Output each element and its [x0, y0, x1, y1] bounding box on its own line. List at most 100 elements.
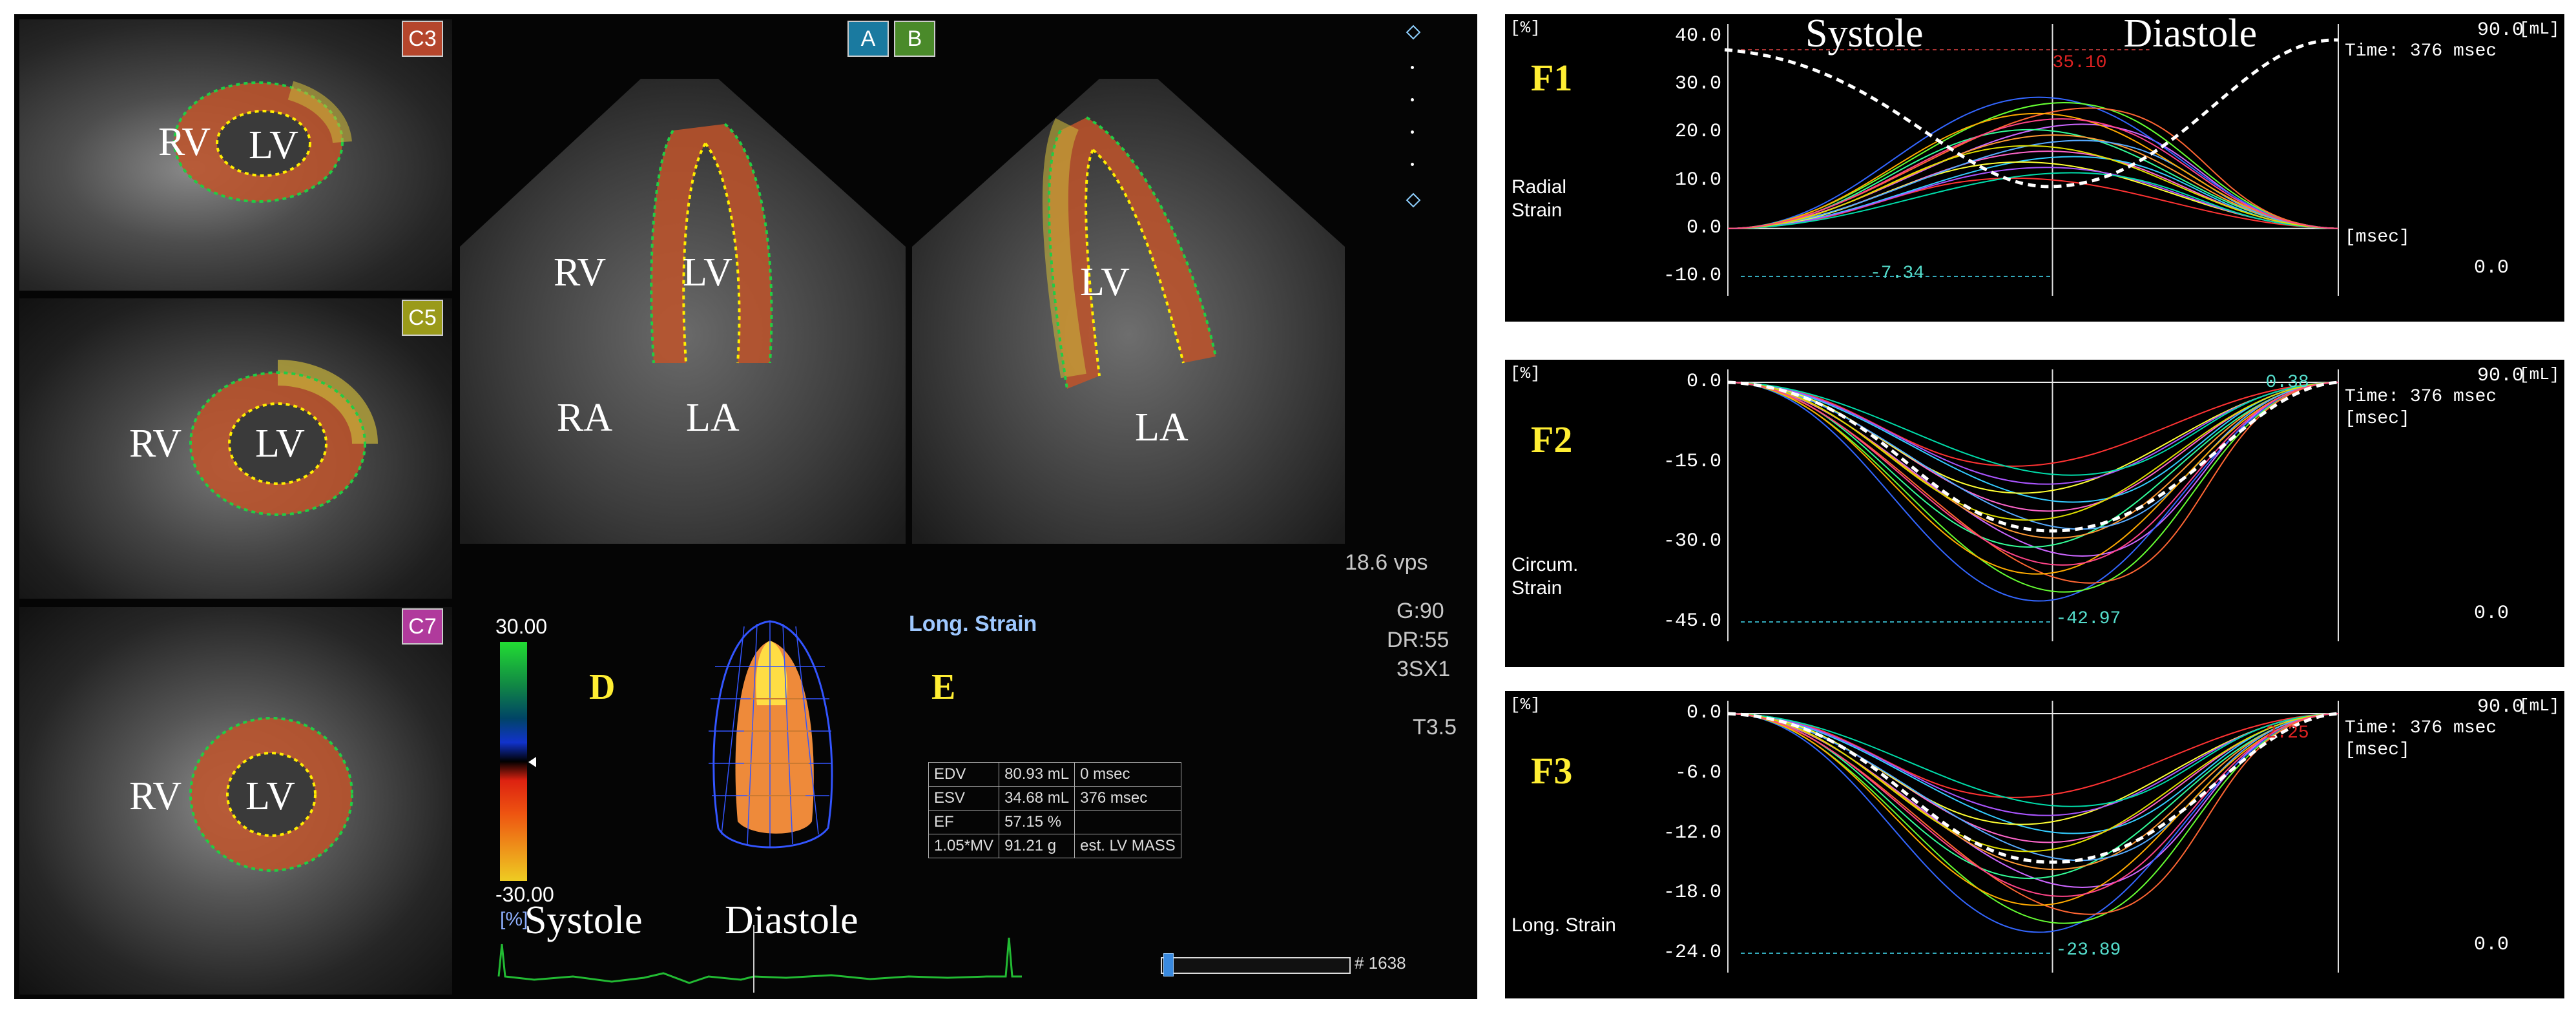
segment-strain-curve — [1727, 134, 2339, 229]
strain-type-label: Strain — [1511, 200, 1563, 221]
chart-id-label: F1 — [1531, 57, 1573, 99]
panel-d-label: D — [589, 667, 616, 707]
apical-two-chamber-view[interactable]: LV LA — [912, 53, 1345, 589]
volume-row: ESV 34.68 mL 376 msec — [928, 786, 1181, 811]
strain-chart-f1: 40.0 30.0 20.0 10.0 0.0 -10.0 [%] F1 Radial Strai… — [1505, 14, 2564, 322]
c7-rv-label: RV — [129, 774, 182, 818]
long-strain-title: Long. Strain — [909, 612, 1037, 636]
short-axis-c5-view[interactable]: RV LV — [19, 298, 452, 599]
msec-label: [msec] — [2345, 409, 2410, 429]
y-unit-label: [%] — [1510, 18, 1541, 37]
volume-row: 1.05*MV 91.21 g est. LV MASS — [928, 834, 1181, 858]
y-tick-label: -10.0 — [1663, 265, 1721, 287]
segment-strain-curve — [1727, 382, 2339, 467]
y-tick-label: -30.0 — [1663, 530, 1721, 553]
segment-strain-curve — [1727, 118, 2339, 229]
segment-strain-curve — [1727, 129, 2339, 229]
systole-chart-label: Systole — [1805, 14, 1924, 56]
ecg-waveform — [497, 925, 1022, 993]
right-bottom-value: 0.0 — [2474, 603, 2509, 625]
short-axis-c7-view[interactable]: RV LV — [19, 607, 452, 995]
echo-panel: RV LV C3 RV LV C5 RV LV C7 — [14, 14, 1477, 999]
right-bottom-value: 0.0 — [2474, 257, 2509, 279]
segment-strain-curve — [1727, 382, 2339, 548]
gain-readout: G:90 — [1397, 599, 1444, 623]
volume-cell — [1074, 810, 1181, 834]
volume-cell: 0 msec — [1074, 762, 1181, 787]
lv-3d-model[interactable] — [692, 615, 854, 860]
y-tick-label: 20.0 — [1674, 121, 1721, 143]
c5-rv-label: RV — [129, 422, 182, 466]
vps-readout: 18.6 vps — [1345, 550, 1428, 575]
apical-a-sector — [460, 79, 906, 544]
time-readout: Time: 376 msec — [2345, 718, 2497, 738]
segment-strain-curve — [1727, 382, 2339, 476]
apical-four-chamber-view[interactable]: RV LV RA LA — [460, 53, 906, 589]
segment-strain-curve — [1727, 172, 2339, 229]
c7-badge[interactable]: C7 — [402, 608, 443, 645]
strain-type-label: Long. Strain — [1511, 914, 1616, 936]
frame-number: # 1638 — [1355, 953, 1406, 973]
volume-cell: EDV — [928, 762, 1000, 787]
msec-label: [msec] — [2345, 740, 2410, 760]
apical-b-sector — [912, 79, 1345, 544]
right-top-value: 90.0 — [2477, 365, 2524, 387]
volume-cell: 376 msec — [1074, 786, 1181, 811]
volume-cell: 1.05*MV — [928, 834, 1000, 858]
b-la-label: LA — [1135, 406, 1189, 449]
low-value-label: -42.97 — [2055, 609, 2121, 629]
segment-strain-curve — [1727, 713, 2339, 871]
segment-strain-curve — [1727, 96, 2339, 229]
systole-label: Systole — [525, 898, 643, 942]
c3-lv-label: LV — [249, 123, 298, 167]
c3-myocardium-ring — [173, 81, 352, 203]
strain-chart-plot — [1727, 369, 2339, 641]
y-tick-label: 10.0 — [1674, 169, 1721, 191]
segment-strain-curve — [1727, 713, 2339, 798]
y-tick-label: -15.0 — [1663, 450, 1721, 473]
strain-chart-plot — [1724, 24, 2339, 296]
y-tick-label: 0.0 — [1686, 216, 1721, 239]
segment-strain-curve — [1727, 713, 2339, 852]
strain-chart-f2: 0.0 -15.0 -30.0 -45.0 [%] F2 Circum. Strain 90.0… — [1505, 360, 2564, 667]
volume-cell: EF — [928, 810, 1000, 834]
segment-strain-curve — [1727, 713, 2339, 807]
c5-lv-label: LV — [255, 422, 305, 466]
a-badge[interactable]: A — [847, 21, 889, 57]
volume-curve — [1727, 712, 2339, 864]
y-tick-label: 0.0 — [1686, 371, 1721, 393]
strain-type-label: Circum. — [1511, 554, 1579, 575]
b-badge[interactable]: B — [894, 21, 935, 57]
c5-badge[interactable]: C5 — [402, 300, 443, 336]
segment-strain-curve — [1727, 713, 2339, 906]
volume-cell: 34.68 mL — [999, 786, 1075, 811]
colorbar-max: 30.00 — [495, 615, 548, 638]
msec-label: [msec] — [2345, 227, 2410, 247]
c3-badge[interactable]: C3 — [402, 21, 443, 57]
y-tick-label: 30.0 — [1674, 73, 1721, 96]
strain-type-label: Radial — [1511, 176, 1567, 198]
right-top-value: 90.0 — [2477, 19, 2524, 41]
short-axis-c3-view[interactable]: RV LV — [19, 19, 452, 291]
strain-colorbar — [500, 642, 527, 881]
b-lv-label: LV — [1080, 260, 1130, 304]
c3-rv-label: RV — [158, 120, 211, 164]
volume-cell: ESV — [928, 786, 1000, 811]
frame-slider-handle[interactable] — [1163, 953, 1174, 976]
c7-myocardium-ring — [189, 717, 353, 872]
colorbar-pointer-icon — [528, 757, 536, 767]
lv-3d-mesh-icon — [709, 620, 833, 849]
segment-strain-curve — [1727, 713, 2339, 924]
segment-strain-curve — [1727, 382, 2339, 485]
a-lv-label: LV — [683, 251, 732, 294]
a-la-label: LA — [686, 396, 740, 440]
volume-cell: 57.15 % — [999, 810, 1075, 834]
volume-cell: 91.21 g — [999, 834, 1075, 858]
a-rv-label: RV — [554, 251, 607, 294]
depth-markers — [1403, 21, 1422, 214]
y-tick-label: -45.0 — [1663, 610, 1721, 632]
low-value-label: -23.89 — [2055, 940, 2121, 960]
segment-strain-curve — [1727, 382, 2339, 566]
frame-slider[interactable] — [1161, 953, 1351, 976]
segment-strain-curve — [1727, 382, 2339, 521]
